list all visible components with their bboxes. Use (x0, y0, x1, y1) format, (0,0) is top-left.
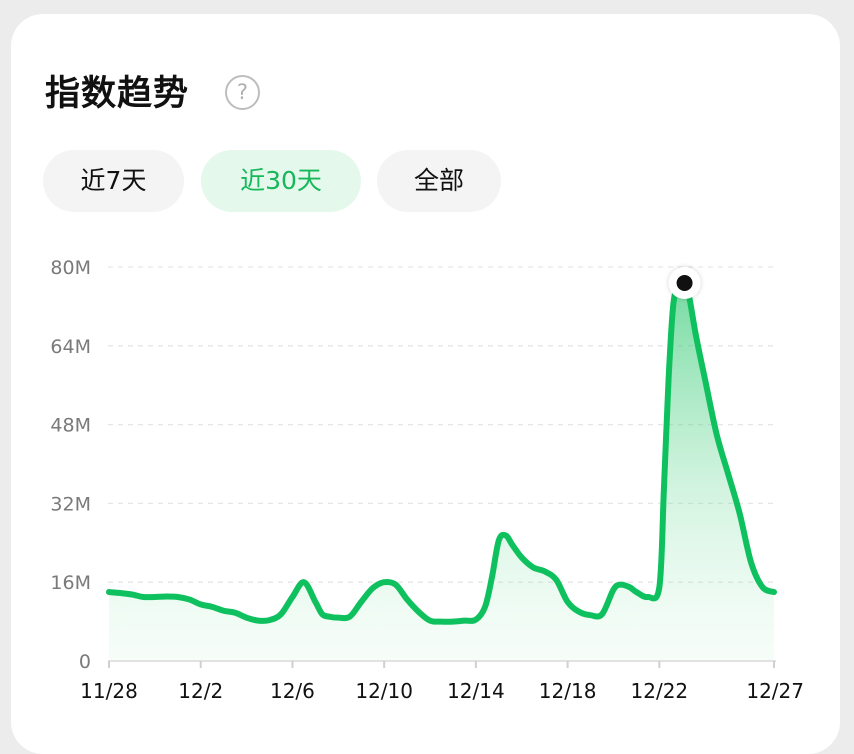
peak-marker[interactable] (676, 275, 693, 291)
page-title: 指数趋势 (45, 74, 190, 114)
x-tick-label: 12/22 (631, 679, 689, 703)
x-tick-label: 12/2 (178, 679, 223, 703)
trend-chart: 0 16M 32M 48M 64M 80M 11/28 12/2 12/6 12/10 12/14… (50, 257, 804, 703)
help-icon[interactable]: ? (225, 75, 260, 110)
y-tick-label: 32M (50, 493, 91, 515)
y-tick-label: 64M (50, 336, 91, 358)
x-tick-label: 12/14 (447, 679, 505, 703)
tab-last-30-days[interactable]: 近30天 (201, 150, 361, 212)
x-tick-label: 12/27 (746, 679, 804, 703)
y-tick-label: 48M (50, 415, 91, 437)
tab-all[interactable]: 全部 (377, 150, 501, 212)
x-tick-label: 12/10 (355, 679, 413, 703)
x-tick-label: 11/28 (80, 679, 138, 703)
x-tick-label: 12/18 (539, 679, 597, 703)
series-area (109, 278, 774, 661)
y-tick-label: 80M (50, 257, 91, 279)
tab-last-7-days[interactable]: 近7天 (43, 150, 184, 212)
x-tick-label: 12/6 (270, 679, 315, 703)
y-tick-label: 16M (50, 572, 91, 594)
y-tick-label: 0 (79, 651, 91, 673)
